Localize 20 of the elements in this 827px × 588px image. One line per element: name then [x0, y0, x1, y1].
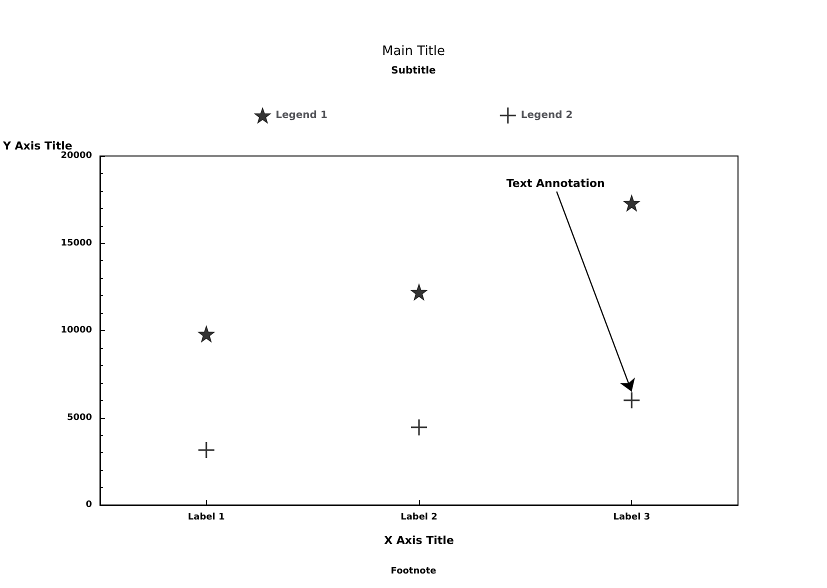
y-tick-label: 10000	[60, 326, 92, 336]
point	[410, 418, 428, 436]
y-tick-label: 15000	[60, 238, 92, 248]
point	[410, 284, 428, 300]
x-tick-label: Label 3	[613, 512, 650, 522]
x-tick-label: Label 1	[188, 512, 225, 522]
text: Footnote	[390, 566, 436, 576]
legend-label: Legend 1	[276, 110, 328, 121]
y-tick-label: 5000	[66, 412, 92, 423]
point	[198, 441, 216, 459]
y-tick-label: 20000	[60, 151, 92, 161]
legend-label: Legend 2	[520, 110, 573, 121]
y-tick-label: 0	[86, 500, 92, 510]
annotation: Text Annotation	[506, 176, 605, 190]
chart-subtitle: Subtitle	[391, 66, 436, 76]
point	[198, 326, 215, 342]
x-tick-label: Label 2	[400, 512, 438, 522]
x-axis-title: X Axis Title	[384, 534, 454, 547]
point	[623, 194, 640, 212]
chart-title: Main Title	[382, 44, 446, 59]
